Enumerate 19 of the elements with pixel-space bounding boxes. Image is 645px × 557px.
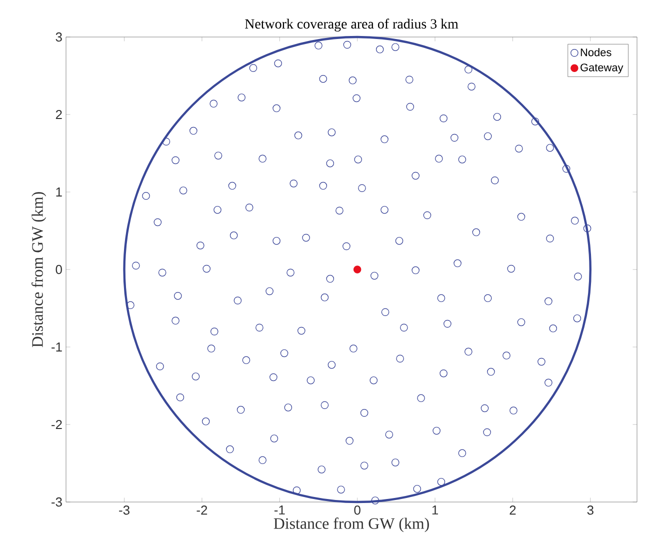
legend-label: Gateway (580, 64, 624, 74)
y-tick-label: -2 (52, 420, 62, 430)
x-tick-label: 2 (510, 506, 516, 515)
x-tick-label: -1 (274, 506, 285, 514)
x-axis-title: Distance from GW (km) (274, 518, 429, 532)
x-tick-label: 0 (354, 506, 360, 515)
x-tick-label: 3 (587, 506, 594, 515)
y-tick-label: 3 (56, 32, 62, 42)
chart-title: Network coverage area of radius 3 km (245, 18, 458, 32)
y-tick-label: -3 (52, 497, 62, 507)
x-tick-label: -3 (119, 506, 130, 515)
y-axis-title: Distance from GW (km) (32, 192, 46, 348)
x-tick-label: -2 (196, 506, 208, 515)
y-tick-label: 2 (56, 110, 62, 120)
y-tick-label: 1 (56, 188, 62, 196)
y-tick-label: 0 (56, 264, 62, 274)
legend-label: Nodes (580, 48, 612, 56)
x-tick-label: 1 (432, 506, 438, 514)
y-tick-label: -1 (52, 342, 62, 352)
